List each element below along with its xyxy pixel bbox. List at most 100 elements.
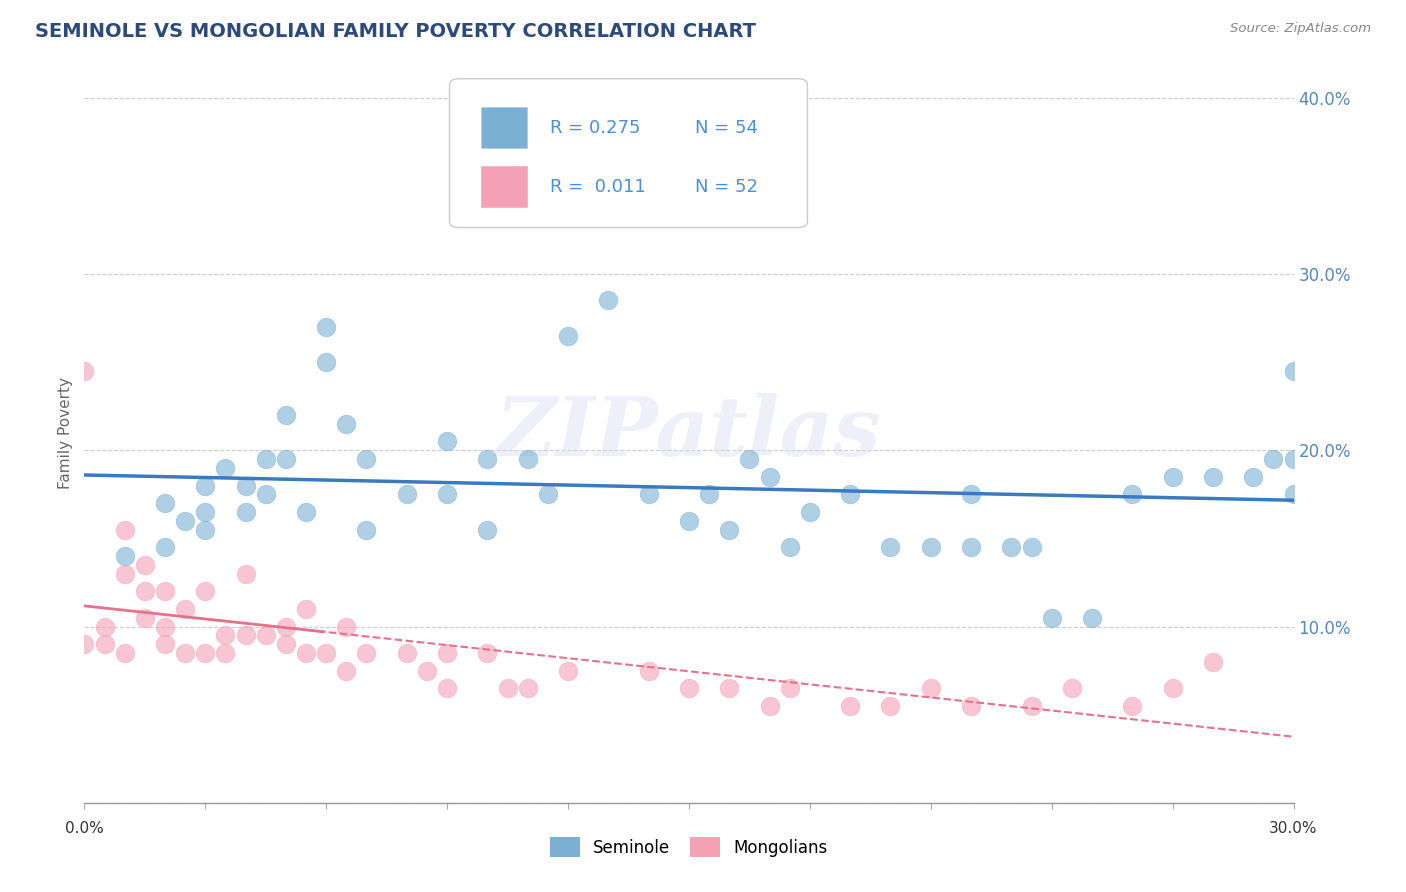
Point [436, 434, 458, 449]
Point [235, 478, 257, 492]
Point [678, 514, 700, 528]
Point [960, 487, 983, 501]
Point [134, 610, 156, 624]
Text: R =  0.011: R = 0.011 [550, 178, 645, 196]
Point [93, 619, 115, 633]
Point [718, 523, 741, 537]
Point [114, 646, 136, 660]
Point [153, 540, 176, 554]
Point [758, 698, 780, 713]
Y-axis label: Family Poverty: Family Poverty [58, 376, 73, 489]
Point [598, 293, 620, 308]
Point [697, 487, 720, 501]
Point [637, 664, 659, 678]
Point [436, 646, 458, 660]
Legend: Seminole, Mongolians: Seminole, Mongolians [550, 837, 828, 857]
Text: N = 52: N = 52 [695, 178, 758, 196]
Point [637, 487, 659, 501]
Point [1282, 364, 1305, 378]
Point [214, 461, 236, 475]
Point [1021, 698, 1043, 713]
Point [416, 664, 439, 678]
Point [274, 619, 297, 633]
Point [879, 698, 901, 713]
Point [960, 540, 983, 554]
Point [395, 646, 418, 660]
Point [174, 514, 197, 528]
Point [557, 664, 579, 678]
Point [960, 698, 983, 713]
Point [477, 646, 499, 660]
Point [356, 646, 378, 660]
Point [779, 681, 801, 696]
Point [1241, 469, 1264, 483]
Point [295, 646, 318, 660]
Text: R = 0.275: R = 0.275 [550, 119, 640, 136]
Point [114, 566, 136, 581]
Point [1121, 487, 1143, 501]
Point [436, 681, 458, 696]
Point [315, 646, 337, 660]
Point [356, 452, 378, 467]
Point [920, 540, 942, 554]
Point [194, 646, 217, 660]
Point [73, 637, 96, 651]
Point [194, 505, 217, 519]
Point [1263, 452, 1285, 467]
Point [315, 319, 337, 334]
Point [335, 619, 357, 633]
Point [1202, 655, 1225, 669]
Point [1060, 681, 1083, 696]
Point [477, 452, 499, 467]
Point [194, 584, 217, 599]
Point [1282, 452, 1305, 467]
Point [1081, 610, 1104, 624]
Point [1161, 469, 1184, 483]
Point [214, 646, 236, 660]
Point [295, 505, 318, 519]
Point [356, 523, 378, 537]
Point [153, 496, 176, 510]
Point [114, 549, 136, 563]
Point [254, 628, 277, 642]
FancyBboxPatch shape [481, 166, 527, 207]
Point [920, 681, 942, 696]
Point [174, 602, 197, 616]
Point [436, 487, 458, 501]
Text: N = 54: N = 54 [695, 119, 758, 136]
Point [254, 487, 277, 501]
Point [194, 523, 217, 537]
Point [335, 664, 357, 678]
Point [516, 681, 538, 696]
Point [738, 452, 761, 467]
FancyBboxPatch shape [450, 78, 807, 227]
Point [73, 364, 96, 378]
Point [477, 523, 499, 537]
Point [134, 558, 156, 572]
Point [1040, 610, 1063, 624]
Point [235, 628, 257, 642]
Point [235, 566, 257, 581]
Text: Source: ZipAtlas.com: Source: ZipAtlas.com [1230, 22, 1371, 36]
Point [758, 469, 780, 483]
Point [395, 487, 418, 501]
Point [839, 698, 862, 713]
Point [214, 628, 236, 642]
Point [779, 540, 801, 554]
Point [1202, 469, 1225, 483]
Point [153, 584, 176, 599]
Point [557, 328, 579, 343]
Point [274, 408, 297, 422]
Point [537, 487, 560, 501]
Point [1161, 681, 1184, 696]
Point [114, 523, 136, 537]
Point [1121, 698, 1143, 713]
Point [1282, 487, 1305, 501]
Point [496, 681, 519, 696]
Text: 0.0%: 0.0% [65, 822, 104, 837]
Point [1021, 540, 1043, 554]
Point [134, 584, 156, 599]
Point [839, 487, 862, 501]
Point [315, 355, 337, 369]
FancyBboxPatch shape [481, 107, 527, 147]
